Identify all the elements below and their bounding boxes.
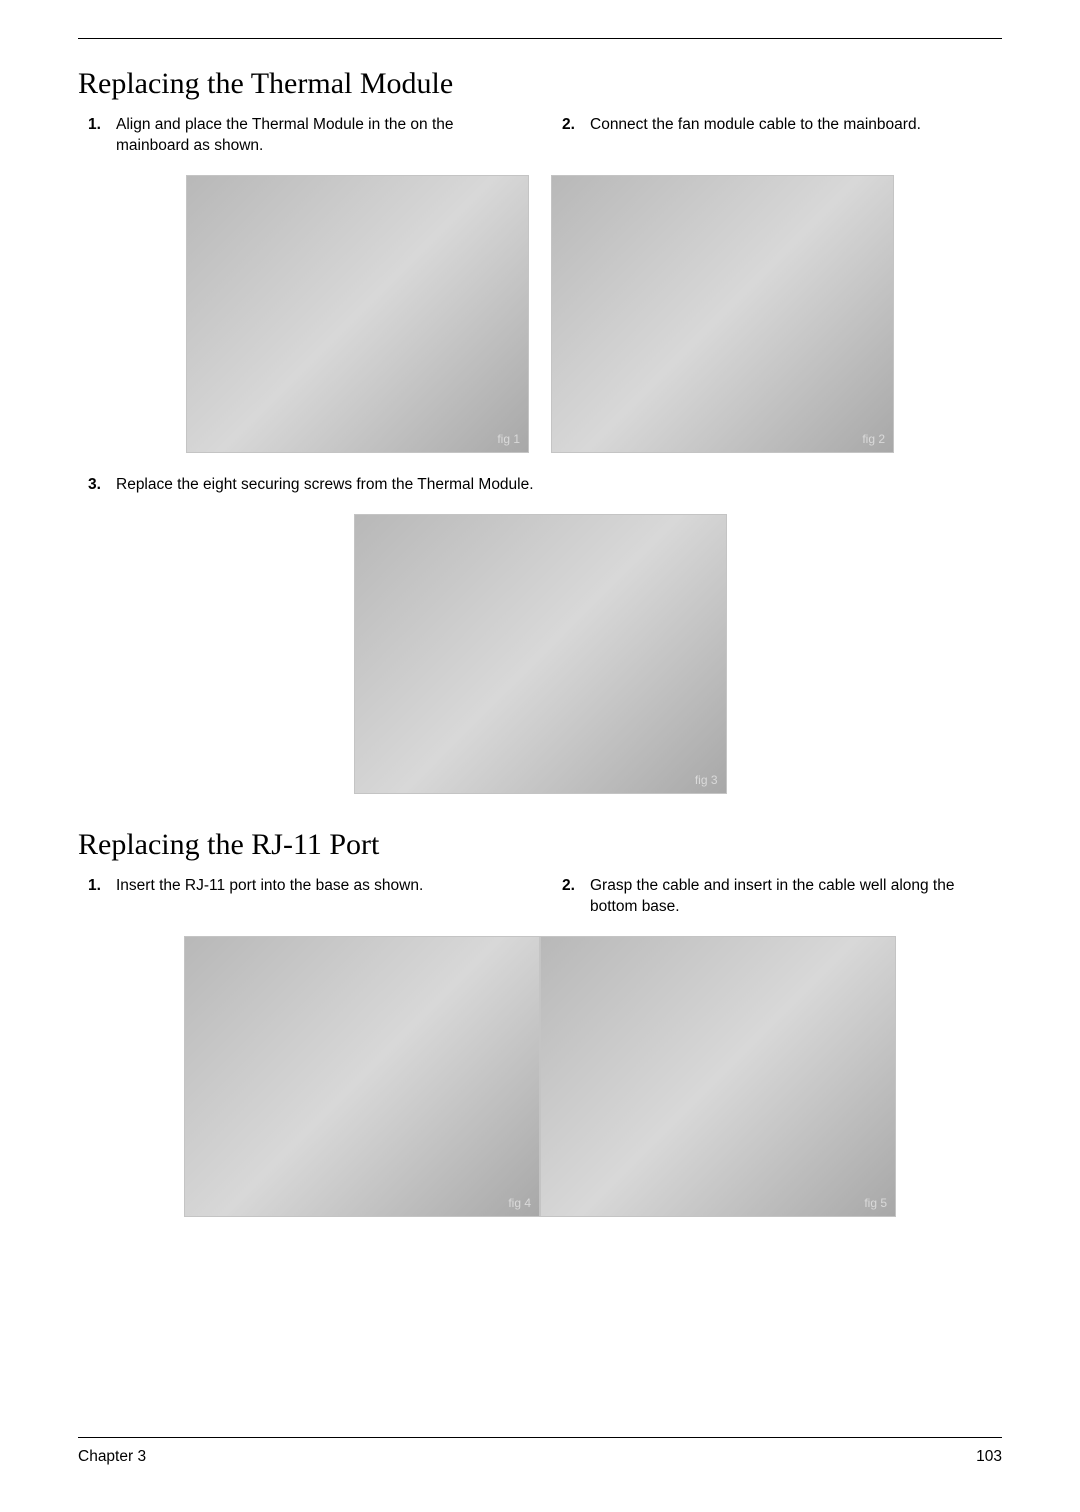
- figure-cable-well: [540, 936, 896, 1217]
- thermal-screws-image-block: [78, 514, 1002, 794]
- section-heading-thermal: Replacing the Thermal Module: [78, 67, 1002, 101]
- step-number: 1.: [78, 115, 116, 157]
- step-number: 1.: [78, 876, 116, 897]
- figure-thermal-align: [186, 175, 529, 453]
- step-text: Align and place the Thermal Module in th…: [116, 115, 528, 157]
- thermal-step1-col: 1. Align and place the Thermal Module in…: [78, 115, 528, 157]
- figure-securing-screws: [354, 514, 727, 794]
- top-rule: [78, 38, 1002, 39]
- step-1: 1. Align and place the Thermal Module in…: [78, 115, 528, 157]
- figure-fan-cable: [551, 175, 894, 453]
- step-3: 3. Replace the eight securing screws fro…: [78, 475, 1002, 496]
- section-heading-rj11: Replacing the RJ-11 Port: [78, 828, 1002, 862]
- step-1: 1. Insert the RJ-11 port into the base a…: [78, 876, 528, 897]
- rj11-steps-row: 1. Insert the RJ-11 port into the base a…: [78, 876, 1002, 918]
- step-2: 2. Grasp the cable and insert in the cab…: [552, 876, 1002, 918]
- rj11-step2-col: 2. Grasp the cable and insert in the cab…: [552, 876, 1002, 918]
- thermal-image-row: [78, 175, 1002, 453]
- chapter-label: Chapter 3: [78, 1448, 146, 1466]
- step-text: Replace the eight securing screws from t…: [116, 475, 534, 496]
- page-number: 103: [976, 1448, 1002, 1466]
- figure-rj11-insert: [184, 936, 540, 1217]
- thermal-step2-col: 2. Connect the fan module cable to the m…: [552, 115, 1002, 157]
- step-text: Connect the fan module cable to the main…: [590, 115, 1002, 136]
- step-number: 2.: [552, 876, 590, 918]
- step-text: Grasp the cable and insert in the cable …: [590, 876, 1002, 918]
- step-number: 2.: [552, 115, 590, 136]
- step-number: 3.: [78, 475, 116, 496]
- step-2: 2. Connect the fan module cable to the m…: [552, 115, 1002, 136]
- step-text: Insert the RJ-11 port into the base as s…: [116, 876, 528, 897]
- rj11-image-row: [78, 936, 1002, 1217]
- rj11-step1-col: 1. Insert the RJ-11 port into the base a…: [78, 876, 528, 918]
- page-footer: Chapter 3 103: [78, 1437, 1002, 1466]
- thermal-steps-row: 1. Align and place the Thermal Module in…: [78, 115, 1002, 157]
- page-root: Replacing the Thermal Module 1. Align an…: [0, 0, 1080, 1512]
